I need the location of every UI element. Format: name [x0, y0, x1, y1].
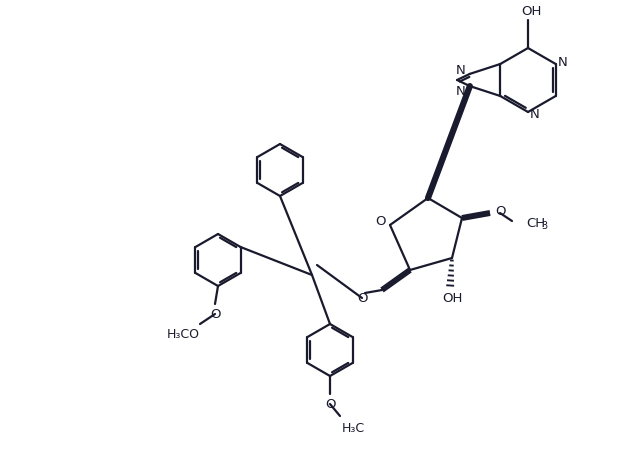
- Text: O: O: [356, 291, 367, 305]
- Text: O: O: [375, 214, 385, 227]
- Text: CH: CH: [526, 217, 545, 229]
- Text: O: O: [495, 204, 506, 218]
- Text: H₃CO: H₃CO: [166, 328, 200, 340]
- Text: H₃C: H₃C: [342, 422, 365, 434]
- Text: O: O: [210, 307, 220, 321]
- Text: O: O: [324, 398, 335, 410]
- Text: 3: 3: [541, 221, 547, 231]
- Text: N: N: [456, 85, 466, 98]
- Text: OH: OH: [442, 291, 462, 305]
- Text: N: N: [530, 108, 540, 120]
- Text: OH: OH: [521, 5, 541, 17]
- Text: N: N: [456, 64, 466, 78]
- Text: N: N: [558, 55, 568, 69]
